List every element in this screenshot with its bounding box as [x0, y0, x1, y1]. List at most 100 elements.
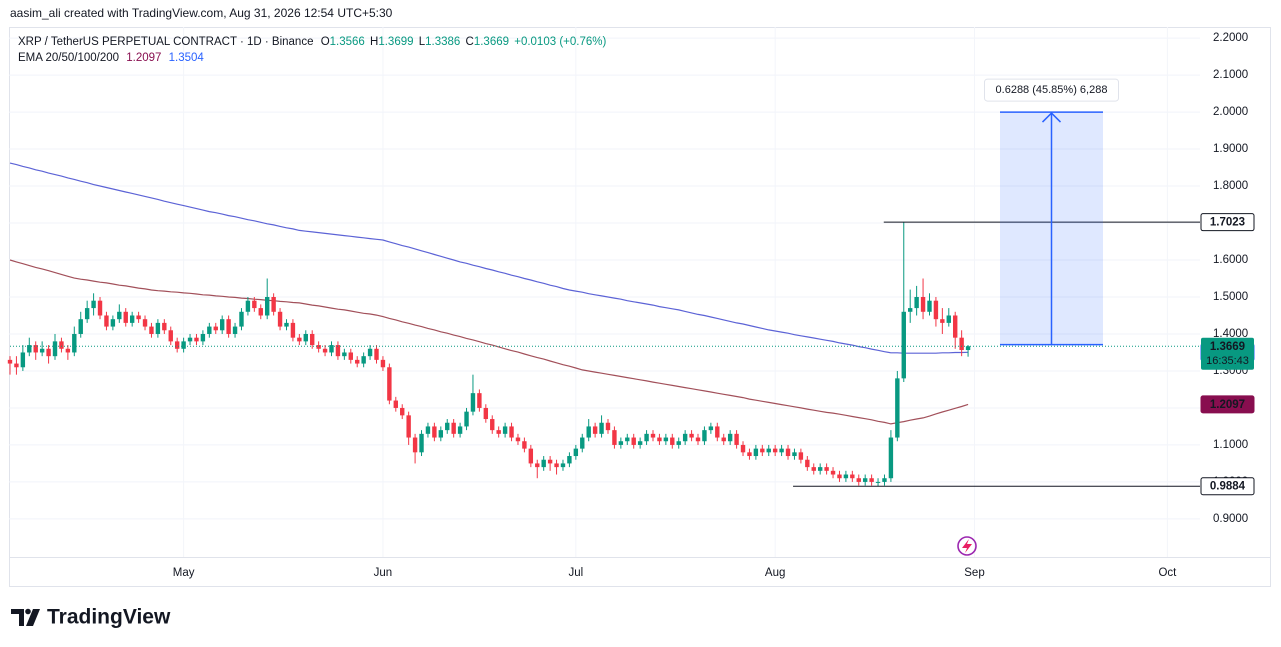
candle-body — [194, 337, 199, 342]
y-tick-label: 2.2000 — [1213, 32, 1248, 44]
candle-body — [727, 433, 733, 442]
candle-body — [637, 441, 643, 445]
candle-body — [772, 448, 778, 453]
countdown: 16:35:43 — [1206, 355, 1249, 367]
candle-body — [342, 352, 347, 357]
candle-body — [933, 300, 939, 320]
candle-body — [110, 319, 116, 327]
candle-body — [740, 444, 746, 453]
price-tag-label: 1.2097 — [1210, 399, 1245, 411]
candle-body — [258, 308, 263, 316]
candle-body — [695, 437, 701, 442]
candle-body — [451, 422, 456, 434]
candle-body — [599, 422, 604, 434]
candle-body — [708, 426, 714, 431]
candle-body — [355, 359, 360, 364]
candle-body — [27, 345, 32, 353]
candle-body — [39, 348, 45, 353]
candle-body — [843, 474, 849, 479]
plot-layer: 0.90001.00001.10001.20001.30001.40001.50… — [7, 27, 1255, 579]
candle-body — [753, 448, 759, 457]
candle-body — [502, 426, 508, 434]
candle-body — [129, 315, 135, 323]
price-tag — [1201, 337, 1254, 370]
candle-body — [65, 348, 71, 353]
candle-body — [663, 437, 669, 442]
candle-body — [232, 326, 238, 334]
ohlc-label: C — [466, 36, 474, 48]
candle-body — [239, 311, 244, 327]
candle-body — [483, 407, 489, 420]
candle-body — [412, 437, 418, 453]
price-tag-label: 1.7023 — [1210, 217, 1245, 229]
x-tick-label: May — [173, 567, 195, 579]
indicator-name: EMA 20/50/100/200 — [18, 52, 119, 64]
candle-body — [297, 337, 302, 342]
x-tick-label: Jul — [568, 567, 583, 579]
change-value: +0.0103 (+0.76%) — [514, 36, 606, 48]
candle-body — [419, 433, 424, 453]
candle-body — [303, 333, 308, 342]
candle-body — [155, 322, 161, 334]
candle-body — [862, 478, 868, 482]
candle-body — [136, 315, 141, 320]
candle-body — [367, 348, 373, 357]
candle-body — [207, 326, 212, 334]
candle-body — [592, 426, 598, 434]
y-tick-label: 1.9000 — [1213, 143, 1248, 155]
measure-arrowhead — [1041, 112, 1062, 123]
x-tick-label: Jun — [374, 567, 393, 579]
candle-body — [908, 308, 913, 312]
ohlc-label: H — [370, 36, 378, 48]
candle-body — [425, 426, 431, 434]
candle-body — [432, 426, 437, 438]
measure-label-box — [984, 78, 1119, 102]
candle-body — [265, 296, 270, 316]
candle-body — [554, 463, 559, 468]
candle-body — [509, 426, 514, 438]
candle-body — [644, 433, 649, 442]
ema-value: 1.3504 — [169, 52, 205, 64]
candle-body — [271, 296, 276, 312]
candle-body — [226, 319, 231, 334]
candle-body — [277, 311, 283, 327]
price-tag-label: 1.3669 — [1210, 341, 1245, 353]
candle-body — [682, 433, 688, 442]
candle-body — [560, 463, 566, 468]
candle-body — [830, 470, 836, 475]
candle-body — [605, 422, 611, 431]
candle-body — [387, 367, 392, 401]
candle-body — [856, 478, 861, 482]
candle-body — [477, 393, 482, 408]
candle-body — [457, 426, 463, 434]
candle-body — [52, 341, 58, 357]
candle-body — [97, 300, 103, 316]
candle-body — [46, 348, 51, 357]
candle-body — [657, 437, 662, 442]
brand-logo — [11, 608, 40, 626]
indicator-legend: EMA 20/50/100/200 1.2097 1.3504 — [18, 52, 204, 64]
price-tag — [1200, 213, 1255, 232]
candle-body — [573, 448, 579, 457]
ohlc-label: O — [321, 36, 330, 48]
candle-body — [213, 326, 218, 331]
x-tick-label: Aug — [765, 567, 785, 579]
candle-body — [541, 459, 546, 468]
y-tick-label: 2.0000 — [1213, 106, 1248, 118]
candle-body — [290, 322, 296, 338]
candle-body — [888, 437, 894, 479]
candle-body — [901, 311, 906, 379]
y-tick-label: 1.5000 — [1213, 291, 1248, 303]
candle-body — [400, 407, 405, 416]
ohlc-label: L — [419, 36, 426, 48]
candle-body — [618, 441, 624, 445]
candle-body — [766, 448, 771, 453]
candle-body — [535, 463, 540, 468]
candle-body — [168, 330, 173, 342]
candle-body — [59, 341, 64, 349]
candle-body — [850, 474, 855, 479]
candle-body — [219, 319, 225, 331]
candle-body — [920, 296, 926, 312]
